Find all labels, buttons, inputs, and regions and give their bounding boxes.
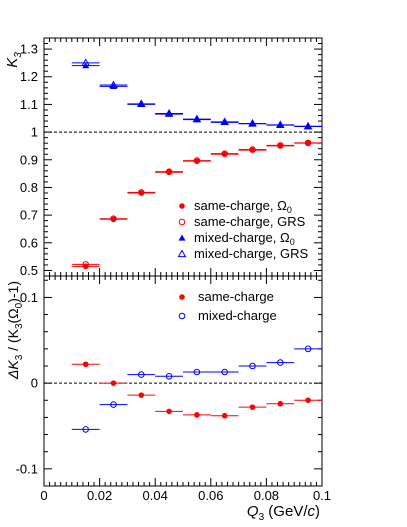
y-tick-label: 1.1 — [20, 97, 38, 112]
data-point — [303, 121, 313, 130]
data-point — [138, 190, 145, 196]
legend-label: same-charge — [198, 289, 274, 304]
x-tick-label: 0.02 — [87, 488, 112, 503]
x-axis-label: Q3 (GeV/c) — [247, 503, 320, 523]
legend-bottom: same-charge mixed-charge — [178, 289, 277, 323]
data-point — [138, 371, 145, 378]
legend-entry: mixed-charge — [178, 308, 277, 323]
legend-entry: same-charge, Ω0 — [179, 198, 292, 215]
data-point — [109, 80, 118, 89]
data-point — [110, 216, 117, 223]
plot-frame — [43, 275, 323, 487]
legend-label: mixed-charge — [198, 308, 277, 323]
series-1 — [71, 139, 322, 268]
data-point — [138, 189, 145, 196]
data-point — [304, 139, 312, 147]
data-point — [220, 117, 230, 125]
legend-entry: mixed-charge, Ω0 — [178, 230, 295, 247]
x-tick-label: 0.1 — [313, 488, 331, 503]
legend-entry: same-charge, GRS — [178, 214, 306, 229]
data-point — [165, 372, 173, 380]
series-0 — [71, 140, 322, 270]
data-point — [82, 261, 89, 268]
data-point — [165, 168, 173, 175]
legend-marker — [179, 203, 185, 209]
y-tick-label: -0.1 — [16, 461, 38, 476]
data-point — [166, 408, 172, 415]
y-tick-label: 1.2 — [20, 69, 38, 84]
data-point — [249, 147, 256, 153]
y-tick-label: 1.3 — [20, 42, 38, 57]
legend-entry: same-charge — [179, 289, 274, 304]
legend-marker — [177, 249, 187, 258]
data-point — [304, 345, 312, 353]
data-point — [110, 215, 117, 223]
data-point — [82, 263, 89, 270]
x-tick-label: 0.04 — [143, 488, 168, 503]
y-tick-label: 0.9 — [20, 152, 38, 167]
data-point — [136, 99, 146, 107]
data-point — [221, 412, 228, 419]
data-point — [82, 361, 89, 368]
series-1 — [71, 345, 322, 433]
y-axis-label: K3 — [4, 52, 24, 68]
data-point — [194, 412, 200, 418]
legend-marker — [178, 312, 186, 320]
legend-label: same-charge, Ω0 — [194, 198, 292, 215]
legend-label: mixed-charge, GRS — [194, 246, 308, 261]
data-point — [277, 359, 284, 366]
data-point — [221, 150, 228, 157]
data-point — [248, 119, 257, 127]
data-point — [305, 397, 311, 404]
x-tick-label: 0.08 — [254, 488, 279, 503]
series-0 — [71, 361, 322, 419]
data-point — [221, 151, 228, 158]
data-point — [275, 120, 285, 129]
data-point — [249, 146, 256, 153]
legend-entry: mixed-charge, GRS — [177, 246, 308, 261]
legend-label: mixed-charge, Ω0 — [194, 230, 295, 247]
data-point — [249, 404, 256, 410]
y-tick-label: 0.8 — [20, 180, 38, 195]
y-tick-label: 0.1 — [20, 290, 38, 305]
y-tick-label: 0 — [31, 376, 38, 391]
data-point — [221, 368, 228, 376]
data-point — [138, 392, 145, 398]
data-point — [249, 362, 256, 370]
data-point — [166, 169, 172, 176]
y-tick-label: 1 — [31, 125, 38, 140]
data-point — [81, 58, 91, 67]
top-panel: 0.5 0.6 0.7 0.8 0.9 1 1.1 1.2 1.3K3 same-charge, … — [4, 37, 323, 278]
legend-marker — [178, 218, 186, 226]
data-point — [192, 114, 202, 123]
series-3 — [71, 58, 322, 130]
legend-marker — [178, 234, 186, 241]
data-point — [110, 380, 117, 386]
x-tick-label: 0.06 — [198, 488, 223, 503]
y-tick-label: 0.6 — [20, 235, 38, 250]
data-point — [277, 143, 284, 149]
y-tick-label: 0.7 — [20, 208, 38, 223]
data-point — [194, 158, 200, 164]
x-tick-label: 0 — [40, 488, 47, 503]
data-point — [193, 368, 201, 376]
legend-label: same-charge, GRS — [194, 214, 306, 229]
data-point — [82, 426, 89, 433]
y-axis-label: ΔK3 / (K3(Ω0)-1) — [5, 281, 25, 380]
data-point — [164, 109, 174, 117]
legend-marker — [179, 294, 185, 300]
data-point — [277, 400, 284, 407]
data-point — [193, 157, 201, 164]
y-tick-label: 0.5 — [20, 263, 38, 278]
data-point — [110, 401, 117, 408]
data-point — [277, 142, 284, 149]
